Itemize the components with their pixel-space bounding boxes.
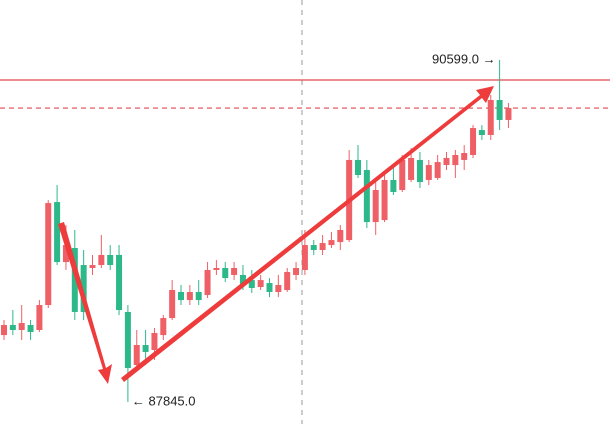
- body: [18, 323, 25, 330]
- body: [169, 289, 176, 319]
- body: [319, 243, 326, 251]
- max-label: 90599.0 →: [432, 51, 496, 66]
- body: [310, 245, 317, 251]
- body: [45, 203, 52, 306]
- body: [452, 154, 459, 166]
- body: [116, 254, 123, 310]
- body: [266, 283, 273, 292]
- body: [9, 325, 16, 330]
- body: [178, 291, 184, 301]
- body: [107, 254, 114, 266]
- min-label: ← 87845.0: [132, 393, 196, 408]
- body: [284, 271, 291, 290]
- body: [248, 280, 255, 289]
- body: [195, 291, 202, 301]
- body: [372, 190, 379, 223]
- body: [62, 245, 69, 263]
- body: [381, 179, 388, 221]
- body: [461, 153, 468, 160]
- body: [443, 157, 450, 166]
- body: [54, 202, 61, 263]
- body: [257, 280, 264, 288]
- body: [416, 159, 423, 183]
- body: [275, 285, 282, 292]
- body: [204, 269, 211, 295]
- body: [133, 345, 140, 366]
- body: [231, 268, 238, 275]
- body: [222, 268, 229, 279]
- body: [71, 248, 78, 312]
- body: [487, 99, 494, 135]
- body: [363, 170, 370, 223]
- body: [186, 291, 193, 301]
- body: [355, 159, 361, 175]
- arrow-down: [58, 222, 112, 384]
- body: [36, 305, 43, 330]
- body: [89, 265, 96, 269]
- arrow-up: [121, 86, 494, 382]
- body: [390, 179, 397, 193]
- body: [293, 268, 300, 275]
- body: [1, 325, 7, 336]
- body: [328, 240, 335, 246]
- body: [425, 165, 432, 180]
- body: [478, 130, 485, 135]
- body: [124, 311, 131, 368]
- body: [496, 99, 503, 120]
- body: [142, 345, 149, 352]
- body: [239, 274, 246, 286]
- body: [80, 265, 87, 312]
- candles: [0, 59, 610, 403]
- body: [505, 108, 512, 120]
- body: [399, 159, 406, 191]
- body: [151, 332, 158, 350]
- body: [434, 162, 441, 178]
- body: [470, 128, 477, 155]
- body: [408, 157, 415, 180]
- body: [27, 325, 34, 332]
- body: [213, 268, 220, 270]
- body: [301, 245, 308, 270]
- body: [337, 230, 344, 243]
- body: [98, 254, 105, 266]
- body: [160, 318, 167, 336]
